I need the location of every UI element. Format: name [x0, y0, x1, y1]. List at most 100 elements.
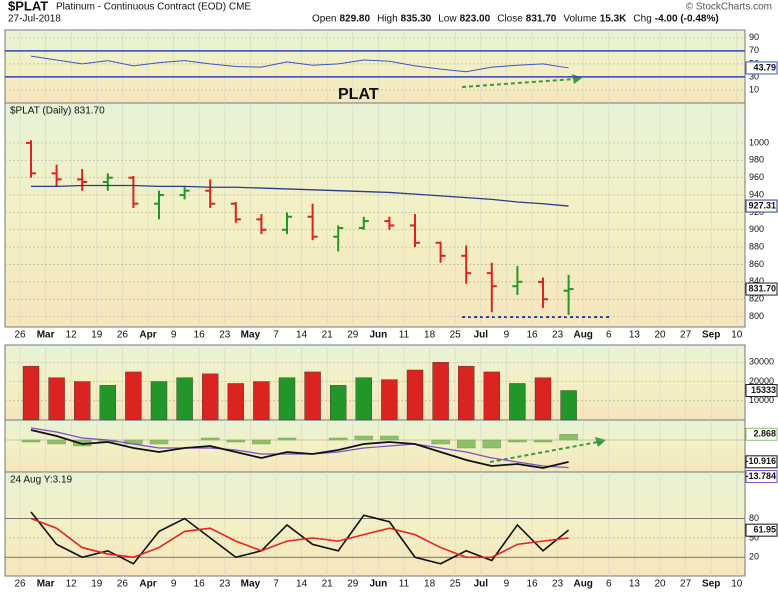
- x-tick-label: Mar: [37, 579, 55, 590]
- x-tick-label: 9: [504, 330, 510, 341]
- x-tick-label: 6: [606, 579, 612, 590]
- series-line: [30, 429, 569, 469]
- x-tick-label: 29: [347, 579, 359, 590]
- series-line: [31, 184, 569, 207]
- x-tick-label: 6: [606, 330, 612, 341]
- x-tick-label: 26: [117, 579, 129, 590]
- x-tick-label: 9: [171, 579, 177, 590]
- volume-bar: [201, 373, 219, 421]
- value-tag: [745, 61, 778, 75]
- volume-bar: [99, 385, 117, 421]
- x-tick-label: 13: [629, 330, 641, 341]
- volume-bar: [355, 377, 372, 421]
- x-tick-label: 23: [552, 330, 564, 341]
- annotation: PLAT: [338, 86, 379, 103]
- value-tag-label: -13.784: [745, 471, 776, 481]
- value-tag: [745, 523, 778, 537]
- x-tick-label: 23: [219, 579, 231, 590]
- y-tick-label: 90: [749, 32, 759, 42]
- x-tick-label: 9: [504, 579, 510, 590]
- value-tag: [745, 282, 778, 296]
- x-tick-label: 29: [347, 330, 359, 341]
- x-tick-label: Jul: [474, 579, 489, 590]
- y-tick-label: 940: [749, 189, 764, 199]
- x-tick-label: 7: [273, 330, 279, 341]
- histogram-bar: [47, 439, 66, 445]
- y-tick-label: 50: [749, 532, 759, 542]
- x-tick-label: 23: [219, 330, 231, 341]
- quote-value: 823.00: [460, 14, 491, 25]
- x-tick-label: 26: [14, 330, 26, 341]
- histogram-bar: [329, 437, 348, 441]
- y-tick-label: 20000: [749, 376, 774, 386]
- copyright: © StockCharts.com: [686, 2, 772, 13]
- x-tick-label: 21: [322, 579, 334, 590]
- histogram-bar: [200, 437, 220, 441]
- x-tick-label: 25: [450, 330, 462, 341]
- x-tick-label: 10: [731, 579, 743, 590]
- x-tick-label: 13: [629, 579, 641, 590]
- x-tick-label: 11: [399, 579, 410, 590]
- x-tick-label: 10: [731, 330, 743, 341]
- y-tick-label: 860: [749, 259, 764, 269]
- histogram-bar: [226, 439, 246, 443]
- value-tag: [745, 427, 778, 441]
- x-tick-label: 16: [526, 579, 538, 590]
- volume-bar: [22, 365, 40, 421]
- value-tag-label: 831.70: [748, 283, 776, 293]
- x-tick-label: 18: [424, 579, 436, 590]
- volume-bar: [304, 371, 321, 421]
- panel-background: [4, 29, 746, 104]
- panel-background: [4, 471, 746, 577]
- quote-label: Open: [312, 14, 336, 25]
- y-tick-label: 840: [749, 276, 764, 286]
- x-tick-label: 16: [194, 579, 206, 590]
- value-tag-label: 61.95: [753, 525, 776, 535]
- volume-bar: [534, 377, 552, 421]
- panels: [4, 29, 746, 577]
- quote-label: Close: [497, 14, 523, 25]
- volume-bar: [432, 362, 449, 421]
- quote-label: Volume: [563, 14, 597, 25]
- series-line: [30, 511, 570, 565]
- x-tick-label: 27: [680, 579, 692, 590]
- y-tick-label: 80: [749, 513, 759, 523]
- value-tag: [745, 455, 778, 469]
- series-line: [30, 427, 569, 469]
- volume-bar: [560, 390, 577, 421]
- x-tick-label: Sep: [702, 579, 720, 590]
- quote-label: High: [377, 14, 398, 25]
- volume-bar: [458, 365, 475, 421]
- y-tick-label: 30: [749, 71, 759, 81]
- y-tick-label: 980: [749, 155, 764, 165]
- date: 27-Jul-2018: [8, 14, 61, 25]
- volume-bar: [176, 377, 193, 421]
- x-tick-label: 27: [680, 330, 692, 341]
- ticker: $PLAT: [8, 0, 48, 13]
- y-tick-label: 800: [749, 311, 764, 321]
- x-tick-label: 16: [194, 330, 206, 341]
- x-tick-label: 14: [296, 579, 308, 590]
- x-tick-label: 7: [273, 579, 279, 590]
- value-tag-label: 43.79: [753, 62, 776, 72]
- x-tick-label: 21: [322, 330, 334, 341]
- volume-bar: [73, 381, 91, 421]
- instrument-name: Platinum - Continuous Contract (EOD) CME: [56, 2, 251, 13]
- x-tick-label: Aug: [573, 579, 592, 590]
- value-tag-label: -10.916: [745, 456, 776, 466]
- trend-arrow: [489, 441, 599, 463]
- y-tick-label: 880: [749, 241, 764, 251]
- x-tick-label: Sep: [702, 330, 720, 341]
- volume-bar: [509, 383, 526, 421]
- quote-value: 15.3K: [600, 14, 627, 25]
- histogram-bar: [508, 439, 527, 443]
- histogram-bar: [533, 439, 553, 443]
- value-tag-label: 15333: [751, 385, 776, 395]
- x-tick-label: 20: [654, 579, 666, 590]
- trend-arrow: [461, 78, 576, 88]
- series-line: [30, 55, 569, 73]
- x-tick-label: Apr: [139, 330, 156, 341]
- quote-value: 831.70: [526, 14, 557, 25]
- value-tag-label: 2.868: [753, 429, 776, 439]
